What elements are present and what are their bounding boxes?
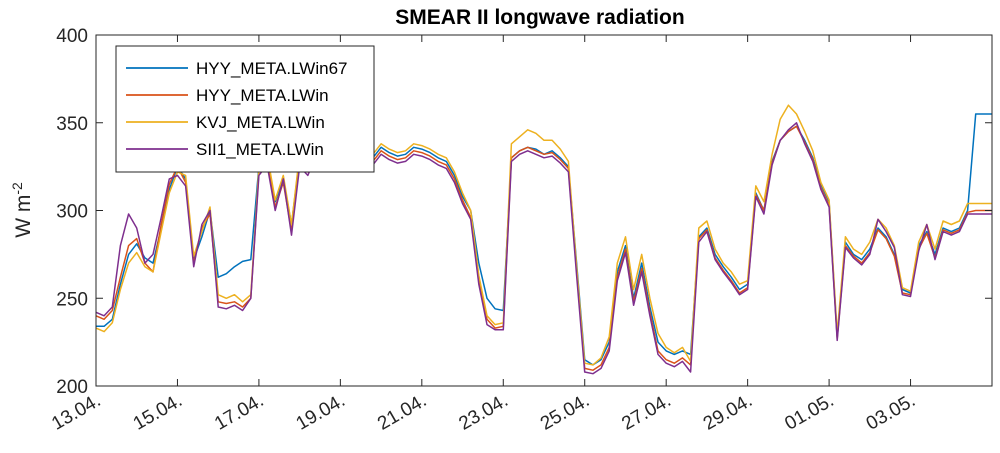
series-group bbox=[95, 104, 992, 375]
legend-label-1: HYY_META.LWin bbox=[196, 86, 329, 105]
x-tick-label-2: 17.04. bbox=[211, 390, 267, 435]
legend-label-3: SII1_META.LWin bbox=[196, 140, 324, 159]
y-axis-label-main: W m bbox=[12, 195, 35, 238]
legend-label-0: HYY_META.LWin67 bbox=[196, 59, 347, 78]
x-tick-label-3: 19.04. bbox=[293, 390, 349, 435]
y-axis-label: W m-2 bbox=[9, 182, 35, 238]
y-axis-label-exponent: -2 bbox=[9, 182, 25, 195]
x-tick-label-4: 21.04. bbox=[374, 390, 430, 435]
series-line-2 bbox=[95, 104, 992, 366]
y-tick-label-1: 250 bbox=[56, 289, 88, 310]
x-tick-label-6: 25.04. bbox=[537, 390, 593, 435]
legend-box bbox=[115, 45, 375, 173]
legend-label-2: KVJ_META.LWin bbox=[196, 113, 325, 132]
y-tick-label-2: 300 bbox=[56, 202, 88, 223]
chart-title: SMEAR II longwave radiation bbox=[395, 6, 684, 29]
legend: HYY_META.LWin67 HYY_META.LWin KVJ_META.LWi… bbox=[115, 45, 375, 173]
y-tick-label-3: 350 bbox=[56, 114, 88, 135]
x-tick-label-5: 23.04. bbox=[456, 390, 512, 435]
x-tick-label-10: 03.05. bbox=[863, 390, 919, 435]
x-tick-label-7: 27.04. bbox=[618, 390, 674, 435]
x-tick-label-1: 15.04. bbox=[130, 390, 186, 435]
y-tick-label-4: 400 bbox=[56, 26, 88, 47]
y-axis-label-group: W m-2 bbox=[9, 182, 35, 238]
x-tick-label-9: 01.05. bbox=[781, 390, 837, 435]
x-tick-label-8: 29.04. bbox=[700, 390, 756, 435]
series-line-3 bbox=[95, 122, 992, 375]
y-tick-label-0: 200 bbox=[56, 377, 88, 398]
